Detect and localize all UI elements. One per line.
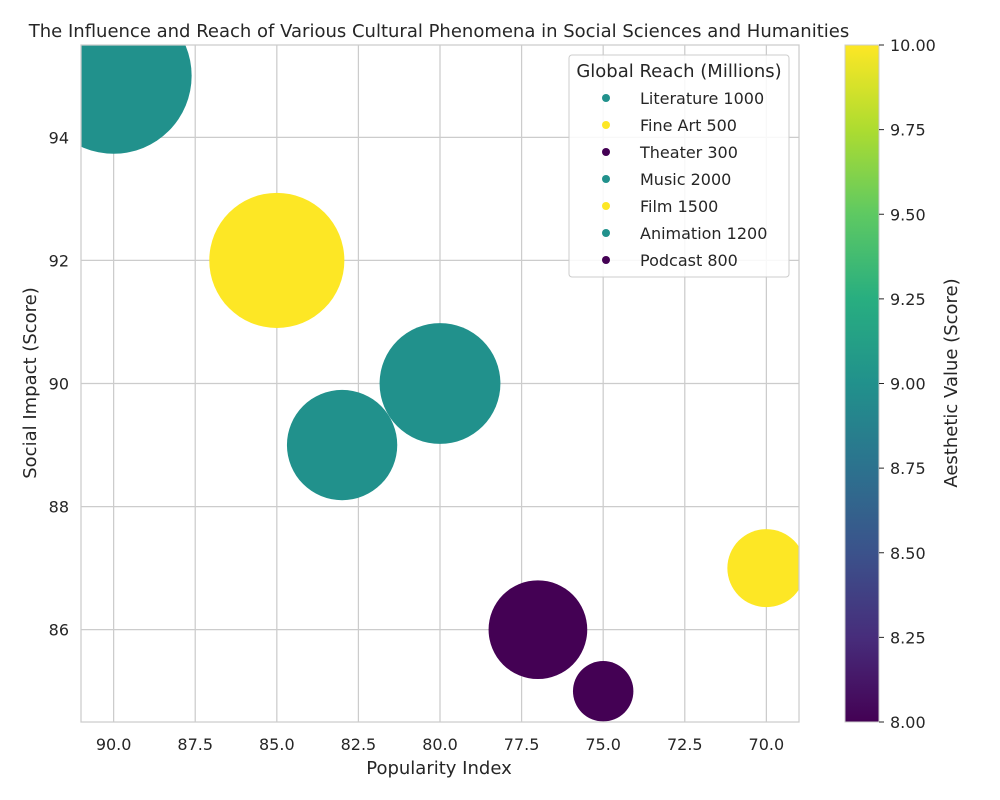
legend-marker [602,256,610,264]
colorbar-tick-label: 9.25 [890,290,926,309]
colorbar-tick-label: 9.00 [890,375,926,394]
bubble-film [209,192,345,328]
x-tick-label: 72.5 [667,735,703,754]
colorbar-tick-label: 8.25 [890,628,926,647]
y-axis-ticks: 86 88 90 92 94 [49,128,69,639]
colorbar-tick-label: 9.75 [890,121,926,140]
x-tick-label: 75.0 [585,735,621,754]
x-axis-label: Popularity Index [366,758,512,779]
y-tick-label: 90 [49,375,69,394]
x-tick-label: 80.0 [422,735,458,754]
legend-marker [602,94,610,102]
y-tick-label: 86 [49,621,69,640]
colorbar-ticks: 8.00 8.25 8.50 8.75 9.00 9.25 9.50 9.75 10.00 [879,36,936,732]
y-tick-label: 88 [49,498,69,517]
colorbar-label: Aesthetic Value (Score) [941,278,962,487]
bubble-fine-art [727,529,799,608]
legend-marker [602,121,610,129]
x-tick-label: 70.0 [749,735,785,754]
legend-box [568,54,790,278]
legend-entry-label: Literature 1000 [640,89,764,108]
y-axis-label: Social Impact (Score) [20,287,41,479]
legend-title: Global Reach (Millions) [576,61,781,82]
bubble-music [81,45,192,154]
colorbar-tick-label: 8.00 [890,713,926,732]
bubble-podcast [488,580,588,680]
x-axis-ticks: 90.0 87.5 85.0 82.5 80.0 77.5 75.0 72.5 70.0 [96,735,784,754]
legend-marker [602,229,610,237]
colorbar-gradient [844,44,880,723]
y-tick-label: 92 [49,251,69,270]
legend-entry-label: Animation 1200 [640,224,767,243]
colorbar: 8.00 8.25 8.50 8.75 9.00 9.25 9.50 9.75 10.00 Ae… [844,36,962,732]
legend: Global Reach (Millions) Literature 1000 F… [568,54,790,278]
colorbar-tick-label: 9.50 [890,205,926,224]
legend-entry-label: Music 2000 [640,170,731,189]
legend-marker [602,202,610,210]
x-tick-label: 77.5 [504,735,540,754]
plot-frame [80,44,800,723]
legend-entry-label: Film 1500 [640,197,718,216]
legend-entry-label: Fine Art 500 [640,116,737,135]
colorbar-tick-label: 8.50 [890,544,926,563]
x-tick-label: 85.0 [259,735,295,754]
legend-entry-label: Podcast 800 [640,251,738,270]
data-points [81,45,799,722]
x-tick-label: 82.5 [341,735,377,754]
legend-marker [602,148,610,156]
colorbar-tick-label: 10.00 [890,36,936,55]
x-tick-label: 90.0 [96,735,132,754]
bubble-literature [286,389,398,501]
x-tick-label: 87.5 [177,735,213,754]
colorbar-tick-label: 8.75 [890,459,926,478]
bubble-theater [572,661,634,722]
legend-marker [602,175,610,183]
chart-title: The Influence and Reach of Various Cultu… [28,21,849,42]
y-tick-label: 94 [49,128,69,147]
legend-entry-label: Theater 300 [639,143,738,162]
bubble-animation [379,323,501,444]
